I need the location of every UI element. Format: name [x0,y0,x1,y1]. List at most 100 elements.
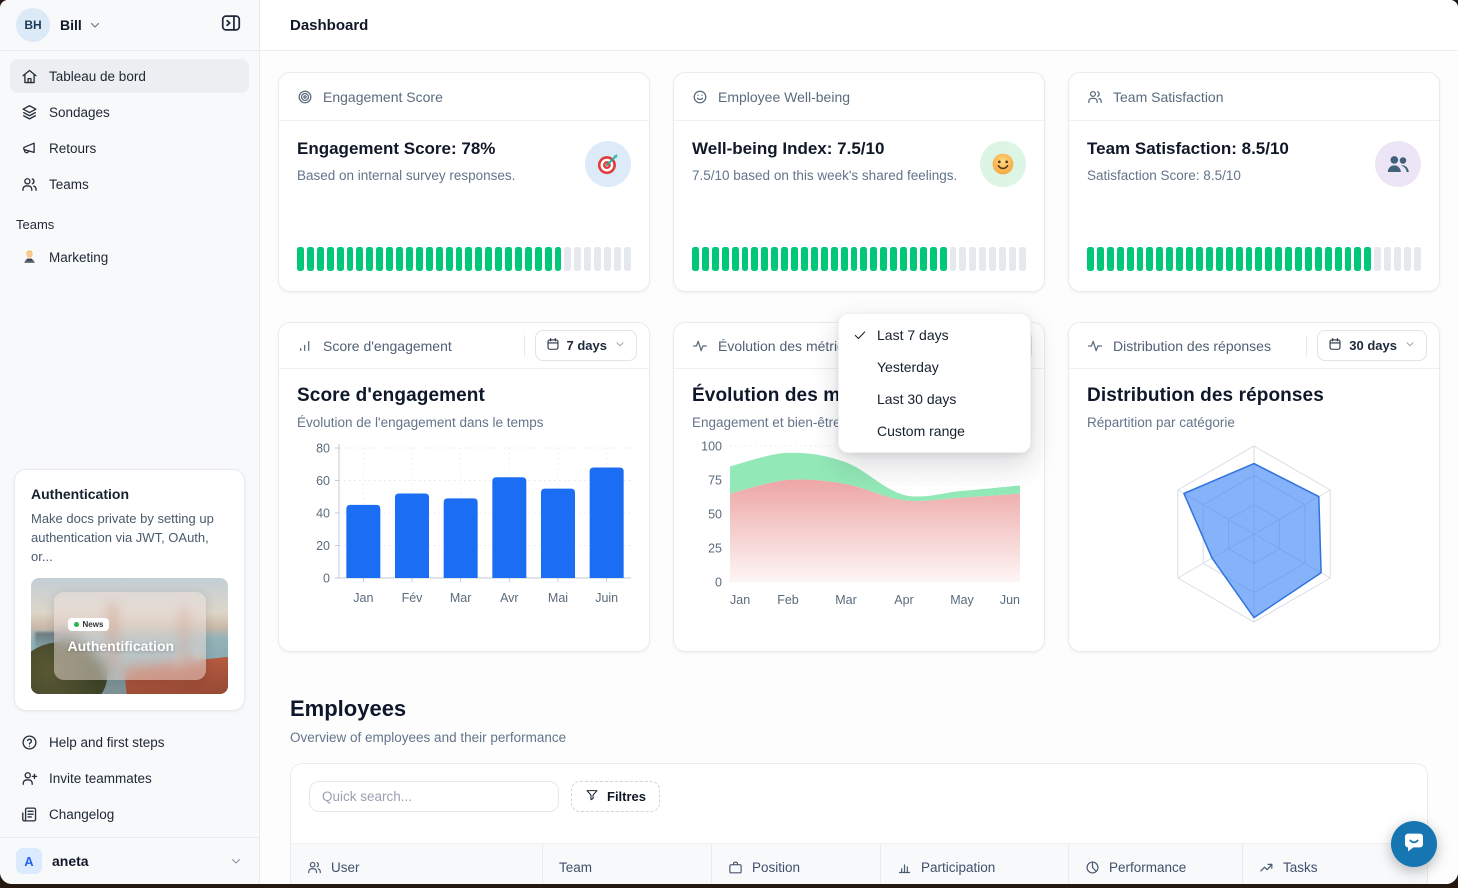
sidebar-item-teams[interactable]: Teams [10,167,249,201]
progress-tick [741,247,749,271]
dropdown-item-label: Last 7 days [877,327,949,343]
progress-tick [1384,247,1392,271]
progress-tick [614,247,621,271]
progress-tick [880,247,888,271]
progress-tick [574,247,582,271]
chevron-down-icon [614,338,626,353]
column-header-team[interactable]: Team [542,844,711,884]
svg-text:Jun: Jun [1000,593,1020,607]
panel-collapse-icon [220,12,242,39]
news-card-image[interactable]: News Authentification [31,578,228,694]
column-header-participation[interactable]: Participation [880,844,1068,884]
mini-bars-icon [297,338,313,354]
engagement-chart-card: Score d'engagement 7 days Score d'engage… [278,322,650,652]
teams-section-label: Teams [16,217,55,232]
range-label: 30 days [1349,338,1397,353]
dropdown-item-last-7-days[interactable]: Last 7 days [839,319,1030,351]
filters-button[interactable]: Filtres [571,781,661,812]
sidebar-item-tableau-de-bord[interactable]: Tableau de bord [10,59,249,93]
activity-icon [692,338,708,354]
sidebar-item-changelog[interactable]: Changelog [10,797,249,831]
chart-title: Score d'engagement [297,385,485,406]
progress-tick [1156,247,1164,271]
progress-tick [711,247,719,271]
progress-tick [1146,247,1154,271]
progress-bar [297,247,631,271]
search-input[interactable] [309,781,559,812]
dropdown-item-label: Custom range [877,423,965,439]
account-name: aneta [52,853,89,869]
progress-tick [939,247,947,271]
range-selector-button[interactable]: 7 days [534,330,637,361]
progress-tick [1166,247,1174,271]
teams-list: Marketing [0,240,259,276]
progress-tick [949,247,957,271]
news-card-title: Authentication [31,486,129,502]
progress-tick [850,247,858,271]
workspace-name: Bill [60,17,82,33]
sidebar-item-label: Marketing [49,249,109,265]
users-icon [307,860,322,875]
bar-chart: 0 20 40 60 80 Jan Fév Mar Avr Mai Juin [316,442,631,605]
progress-tick [1096,247,1104,271]
card-header: Score d'engagement 7 days [279,323,649,369]
progress-tick [909,247,917,271]
sidebar-item-sondages[interactable]: Sondages [10,95,249,129]
card-header-label: Évolution des métriques [718,337,868,354]
progress-tick [721,247,729,271]
filters-button-label: Filtres [607,789,647,804]
sidebar-item-retours[interactable]: Retours [10,131,249,165]
svg-text:0: 0 [323,572,330,586]
progress-tick [455,247,463,271]
progress-tick [415,247,423,271]
dropdown-item-yesterday[interactable]: Yesterday [839,351,1030,383]
target-icon [297,89,313,105]
funnel-icon [585,788,599,805]
collapse-sidebar-button[interactable] [217,11,245,39]
response-distribution-card: Distribution des réponses 30 days Distri… [1068,322,1440,652]
megaphone-icon [20,139,38,157]
account-switcher[interactable]: A aneta [0,837,259,884]
sidebar-item-label: Teams [49,176,89,192]
users-icon [1087,89,1103,105]
sidebar-item-label: Tableau de bord [49,68,146,84]
progress-tick [564,247,572,271]
progress-tick [1334,247,1342,271]
column-header-position[interactable]: Position [711,844,880,884]
progress-tick [989,247,997,271]
employees-subtitle: Overview of employees and their performa… [290,730,567,745]
column-header-tasks[interactable]: Tasks [1242,844,1427,884]
column-header-performance[interactable]: Performance [1068,844,1242,884]
engagement-score-card: Engagement Score Engagement Score: 78% B… [278,72,650,292]
dropdown-item-custom-range[interactable]: Custom range [839,415,1030,447]
team-item-marketing[interactable]: Marketing [10,240,249,274]
radar-chart [1177,445,1331,623]
stat-cards-row: Engagement Score Engagement Score: 78% B… [278,72,1440,292]
sidebar-item-help-and-first-steps[interactable]: Help and first steps [10,725,249,759]
workspace-switcher[interactable]: BH Bill [0,0,259,51]
employees-table-card: Filtres User Team Position Participation Per… [290,763,1428,884]
svg-text:60: 60 [316,474,330,488]
progress-tick [1354,247,1362,271]
card-header-label: Employee Well-being [718,88,851,105]
chat-launcher-button[interactable] [1391,821,1437,867]
progress-tick [524,247,532,271]
progress-tick [346,247,354,271]
sidebar-item-invite-teammates[interactable]: Invite teammates [10,761,249,795]
card-header-label: Score d'engagement [323,337,452,354]
news-card[interactable]: Authentication Make docs private by sett… [14,469,245,711]
user-plus-icon [20,769,38,787]
svg-text:75: 75 [708,474,722,488]
progress-tick [959,247,967,271]
svg-text:Apr: Apr [894,593,913,607]
dropdown-item-last-30-days[interactable]: Last 30 days [839,383,1030,415]
column-header-user[interactable]: User [291,844,542,884]
progress-tick [1314,247,1322,271]
progress-tick [594,247,602,271]
range-label: 7 days [566,338,607,353]
team-satisfaction-card: Team Satisfaction Team Satisfaction: 8.5… [1068,72,1440,292]
range-selector-button[interactable]: 30 days [1317,330,1427,361]
progress-tick [514,247,522,271]
svg-text:Avr: Avr [500,591,519,605]
news-badge-dot [73,622,79,627]
